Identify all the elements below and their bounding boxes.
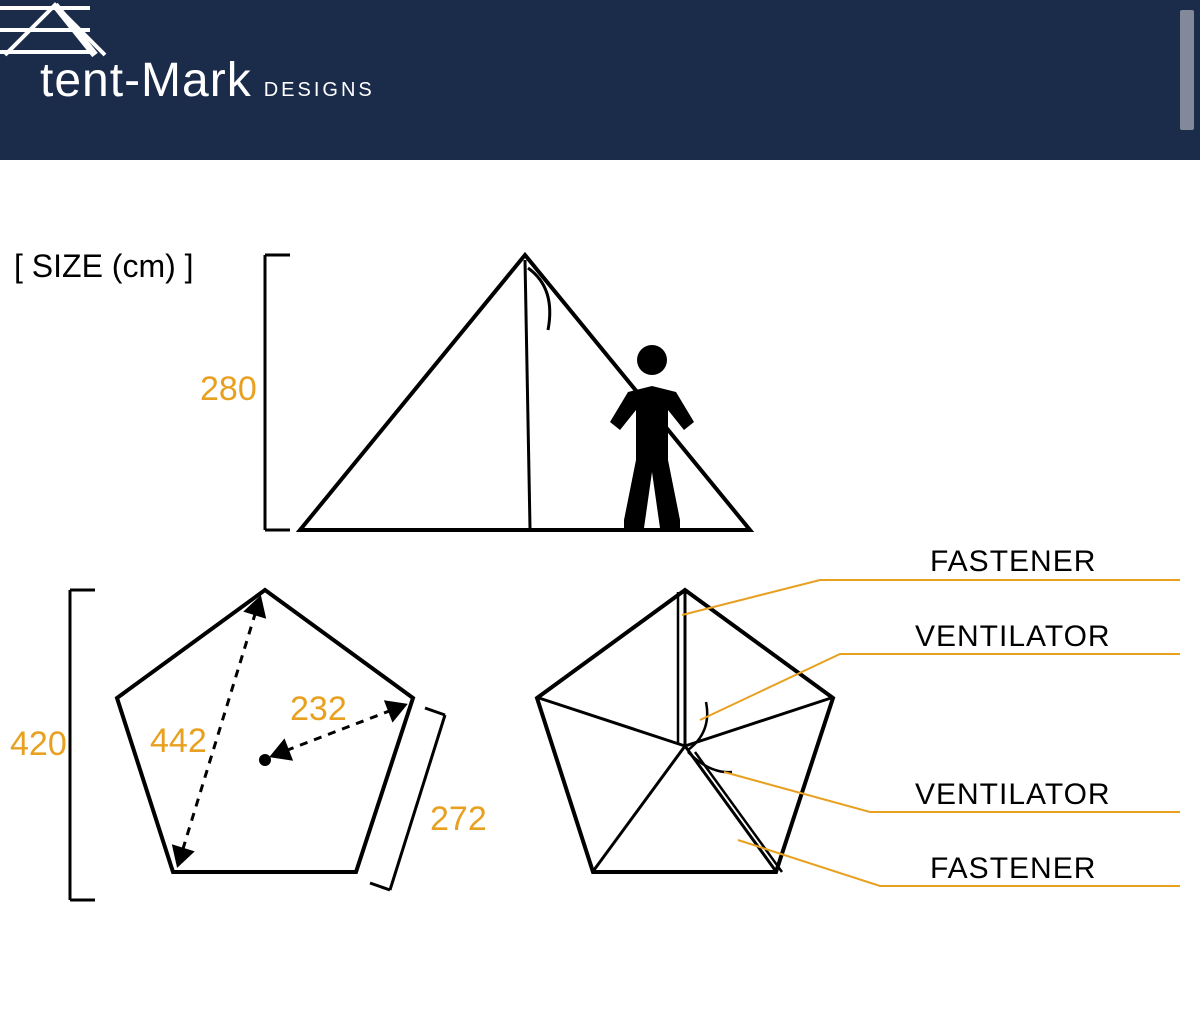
- diagram-svg: [0, 160, 1200, 1000]
- brand-name-main: tent-Mark: [40, 53, 252, 108]
- site-header: tent-Mark DESIGNS: [0, 0, 1200, 160]
- size-diagram: [ SIZE (cm) ] 280 420 442 232 272 FASTEN…: [0, 160, 1200, 1000]
- scrollbar-thumb[interactable]: [1180, 10, 1194, 130]
- brand-logo[interactable]: tent-Mark DESIGNS: [40, 53, 375, 108]
- brand-name-sub: DESIGNS: [264, 79, 375, 102]
- hamburger-icon: [0, 0, 90, 60]
